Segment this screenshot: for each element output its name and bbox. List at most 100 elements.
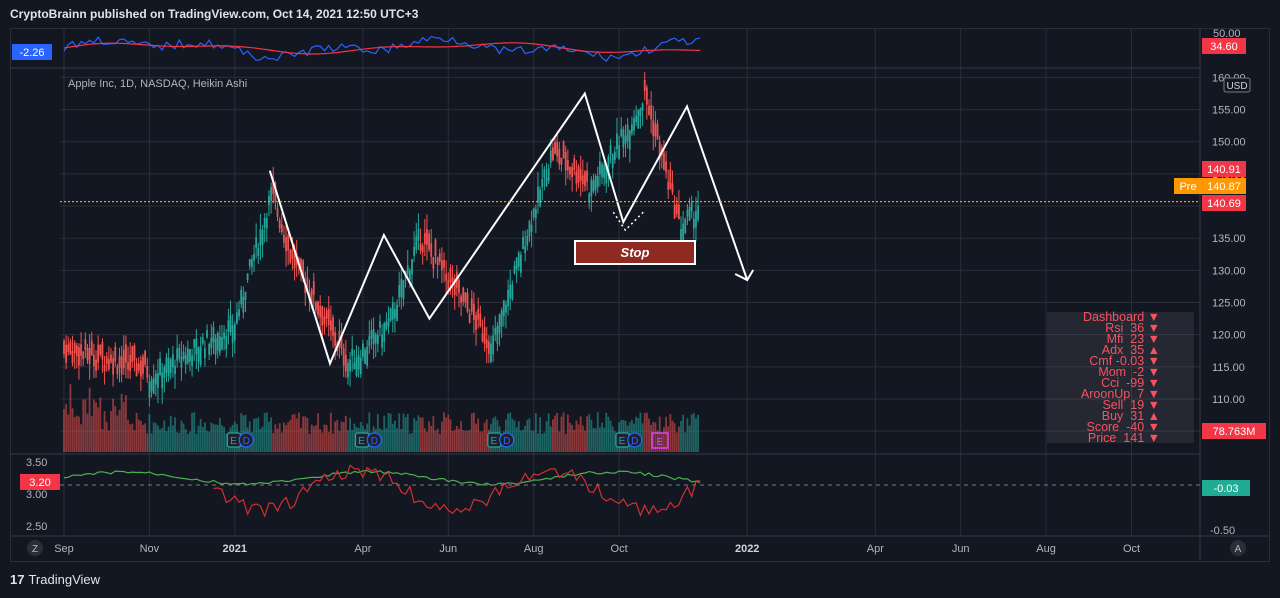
candle-body (648, 105, 650, 115)
candle-body (231, 325, 234, 344)
candle-body (174, 365, 176, 375)
time-label-4: Jun (439, 543, 457, 555)
auto-scale-button[interactable]: A (1230, 540, 1246, 556)
volume-bar (569, 422, 571, 452)
volume-bar (146, 433, 149, 452)
candle-body (133, 345, 136, 361)
candle-body (430, 243, 433, 257)
candle-body (562, 141, 565, 159)
candle-body (253, 253, 255, 261)
candle-body (522, 237, 524, 250)
volume-bar (312, 426, 315, 452)
tradingview-logo: 17 TradingView (10, 572, 101, 587)
price-pre-value: 140.87 (1207, 181, 1241, 193)
dashboard-row: Price 141 ▼ (1087, 431, 1160, 445)
candle-body (334, 332, 337, 347)
candle-body (359, 357, 362, 375)
candle-body (464, 292, 467, 303)
candle-body (268, 195, 270, 205)
candle-body (524, 246, 527, 254)
candle-body (274, 182, 277, 202)
candle-body (325, 310, 328, 319)
candle-body (631, 124, 633, 134)
candle-body (596, 175, 599, 188)
volume-bar (549, 426, 552, 452)
candle-body (594, 175, 597, 190)
volume-bar (562, 412, 565, 452)
candle-body (206, 329, 208, 338)
candle-body (438, 253, 441, 262)
candle-body (517, 252, 520, 267)
volume-bar (541, 433, 544, 452)
publish-header: CryptoBrainn published on TradingView.co… (0, 0, 1280, 28)
currency-badge[interactable]: USD (1223, 77, 1251, 93)
candle-body (212, 327, 215, 343)
bottom-oscillator (63, 464, 701, 518)
candle-body (690, 202, 693, 212)
volume-bar (436, 428, 439, 452)
volume-bar (150, 433, 153, 452)
svg-text:D: D (371, 436, 378, 447)
zoom-button[interactable]: Z (27, 540, 43, 556)
candle-body (95, 359, 97, 371)
pattern-drawing[interactable] (268, 91, 755, 367)
candle-body (323, 316, 326, 325)
candle-body (406, 265, 409, 275)
candle-body (310, 289, 313, 305)
volume-bar (673, 423, 676, 452)
volume-bar (579, 416, 582, 452)
stop-annotation[interactable]: Stop (574, 240, 696, 265)
candle-body (321, 306, 324, 326)
volume-bar (558, 431, 561, 452)
candle-body (577, 165, 580, 183)
dashboard-row: Mfi 23 ▼ (1106, 332, 1160, 346)
svg-text:E: E (619, 436, 626, 447)
volume-bar (144, 423, 147, 452)
candle-body (677, 204, 680, 220)
volume-label-text: 78.763M (1213, 426, 1256, 438)
volume-bar (656, 430, 659, 452)
candle-body (199, 346, 202, 365)
volume-bar (212, 423, 215, 452)
price-tick-10: 110.00 (1212, 394, 1245, 406)
price-tick-2: 150.00 (1212, 137, 1246, 149)
candle-body (575, 170, 578, 184)
volume-bar (92, 399, 95, 452)
dividend-marker: D (499, 432, 515, 448)
volume-bar (336, 419, 339, 452)
candle-body (537, 186, 539, 203)
svg-text:Z: Z (32, 544, 38, 555)
candle-body (142, 356, 144, 374)
candle-body (257, 247, 260, 257)
volume-bar (283, 422, 285, 452)
volume-bar (327, 431, 330, 452)
candle-body (67, 344, 70, 352)
volume-bar (564, 433, 567, 452)
volume-bar (161, 427, 164, 452)
volume-bar (423, 428, 426, 452)
candle-body (611, 154, 614, 169)
candle-body (73, 343, 76, 354)
candle-body (470, 298, 473, 312)
volume-bar (552, 419, 554, 452)
volume-bar (304, 416, 307, 452)
volume-bar (268, 421, 270, 452)
svg-text:D: D (503, 436, 510, 447)
candle-body (112, 358, 115, 375)
price-tick-1: 155.00 (1212, 105, 1246, 117)
volume-bar (411, 432, 413, 452)
volume-bar (524, 425, 527, 452)
candle-body (466, 292, 469, 312)
candle-body (391, 302, 394, 320)
volume-bar (573, 429, 576, 452)
candle-body (263, 218, 266, 228)
volume-bar (261, 426, 264, 452)
time-label-7: 2022 (735, 543, 759, 555)
candle-body (97, 344, 100, 363)
volume-bar (481, 431, 484, 452)
candle-body (573, 158, 576, 170)
candle-body (688, 206, 691, 221)
volume-bar (534, 412, 537, 452)
